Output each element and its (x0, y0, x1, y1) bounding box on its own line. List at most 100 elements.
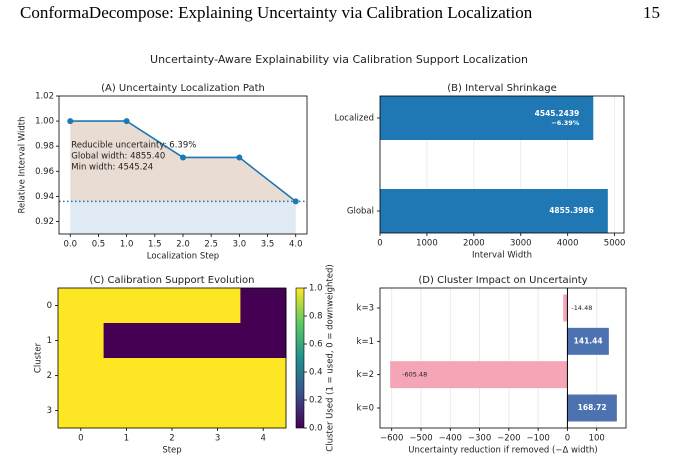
colorbar-tick-label: 0.2 (309, 396, 323, 406)
heatmap-cell (240, 323, 287, 359)
x-tick-label: −300 (468, 434, 491, 444)
y-tick-label: 3 (47, 406, 52, 416)
reducible-area (70, 121, 296, 202)
y-tick-label: 0 (47, 301, 52, 311)
heatmap-cell (103, 323, 150, 359)
y-tick-label: 0.98 (35, 142, 54, 152)
x-tick-label: −200 (497, 434, 520, 444)
figure-title: Uncertainty-Aware Explainability via Cal… (150, 53, 528, 66)
chart-title: (D) Cluster Impact on Uncertainty (418, 275, 587, 286)
heatmap-cell (240, 288, 287, 324)
x-tick-label: −600 (380, 434, 403, 444)
x-tick-label: 1.5 (148, 240, 162, 250)
bar (390, 361, 568, 389)
heatmap-cell (194, 323, 241, 359)
heatmap-cell (194, 393, 241, 429)
x-tick-label: 0 (377, 239, 382, 249)
x-tick-label: −400 (439, 434, 462, 444)
y-tick-label: k=1 (357, 337, 374, 347)
colorbar-label: Cluster Used (1 = used, 0 = downweighted… (326, 264, 336, 451)
x-tick-label: 4 (260, 434, 265, 444)
colorbar-tick-label: 0.0 (309, 424, 323, 434)
data-point (67, 118, 74, 125)
heatmap-cell (58, 393, 105, 429)
bar (567, 394, 617, 422)
x-tick-label: 5000 (604, 239, 626, 249)
heatmap-cell (149, 288, 196, 324)
bar (380, 189, 608, 233)
heatmap-cell (194, 288, 241, 324)
heatmap-cell (194, 358, 241, 394)
colorbar-tick-label: 0.8 (309, 312, 323, 322)
y-tick-label: k=2 (357, 370, 374, 380)
x-tick-label: 1.0 (120, 240, 134, 250)
value-label: -14.48 (571, 304, 592, 312)
heatmap-cell (58, 288, 105, 324)
value-label: 4855.3986 (549, 206, 594, 215)
x-tick-label: 2.0 (176, 240, 190, 250)
plot-frame (379, 287, 627, 429)
x-tick-label: 0.5 (92, 240, 106, 250)
baseline-area (70, 201, 296, 234)
x-tick-label: 100 (589, 434, 605, 444)
x-axis-label: Interval Width (472, 251, 532, 261)
value-label: -605.48 (402, 371, 427, 379)
x-tick-label: 4000 (557, 239, 579, 249)
x-tick-label: 2 (169, 434, 174, 444)
y-axis-label: Relative Interval Width (18, 117, 28, 214)
y-tick-label: 0.94 (35, 192, 54, 202)
x-axis-label: Localization Step (147, 252, 219, 262)
y-tick-label: k=0 (357, 404, 374, 414)
data-point (236, 154, 243, 161)
y-tick-label: 1.02 (35, 92, 54, 102)
plot-frame (379, 95, 625, 234)
x-tick-label: 3000 (510, 239, 532, 249)
change-label: −6.39% (551, 119, 579, 127)
x-tick-label: 1 (124, 434, 129, 444)
y-tick-label: 2 (47, 371, 52, 381)
running-header: ConformaDecompose: Explaining Uncertaint… (20, 3, 533, 22)
annotation: Global width: 4855.40 (71, 152, 165, 162)
heatmap-cell (149, 323, 196, 359)
data-point (180, 154, 186, 161)
value-label: 4545.2439 (535, 109, 580, 118)
annotation: Reducible uncertainty: 6.39% (71, 141, 196, 151)
colorbar (295, 287, 305, 429)
bar (567, 327, 609, 355)
heatmap-cell (240, 358, 287, 394)
y-tick-label: k=3 (357, 304, 374, 314)
heatmap-cell (58, 358, 105, 394)
y-tick-label: Localized (335, 114, 374, 124)
x-tick-label: −500 (409, 434, 432, 444)
bar (380, 96, 594, 140)
heatmap-cell (103, 358, 150, 394)
y-tick-label: 1.00 (35, 117, 54, 127)
x-axis-label: Uncertainty reduction if removed (−Δ wid… (408, 446, 597, 456)
y-tick-label: 0.92 (35, 217, 54, 227)
value-label: 168.72 (578, 403, 607, 412)
colorbar-tick-label: 1.0 (309, 284, 323, 294)
y-axis-label: Cluster (34, 342, 44, 373)
chart-title: (A) Uncertainty Localization Path (101, 83, 265, 94)
y-tick-label: 0.96 (35, 167, 54, 177)
x-tick-label: 1000 (416, 239, 438, 249)
value-label: 141.44 (574, 336, 603, 345)
heatmap-cell (103, 393, 150, 429)
x-axis-label: Step (162, 446, 181, 456)
x-tick-label: −100 (526, 434, 549, 444)
bar (563, 294, 568, 322)
y-tick-label: Global (347, 207, 374, 217)
x-tick-label: 0 (78, 434, 83, 444)
y-tick-label: 1 (47, 336, 52, 346)
x-tick-label: 0 (565, 434, 570, 444)
heatmap-cell (149, 393, 196, 429)
heatmap-cell (240, 393, 287, 429)
x-tick-label: 0.0 (64, 240, 78, 250)
x-tick-label: 3 (215, 434, 220, 444)
chart-title: (C) Calibration Support Evolution (90, 275, 255, 286)
colorbar-tick-label: 0.4 (309, 368, 323, 378)
x-tick-label: 3.0 (233, 240, 247, 250)
data-point (123, 118, 130, 125)
data-point (292, 198, 299, 205)
